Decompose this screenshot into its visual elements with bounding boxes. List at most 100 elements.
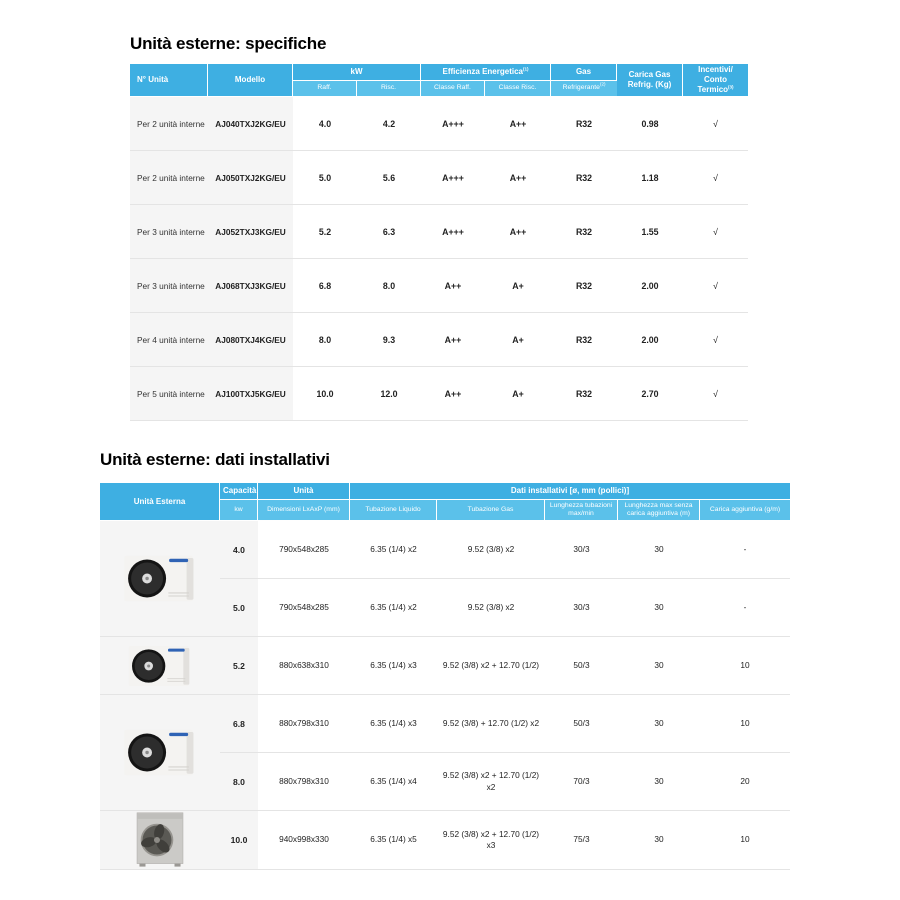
cell-carica-aggiuntiva: 10	[700, 695, 791, 753]
cell-lunghezza: 75/3	[545, 811, 618, 870]
cell-lunghezza: 30/3	[545, 579, 618, 637]
cell-unit: Per 5 unità interne	[130, 367, 208, 421]
cell-lunghezza: 50/3	[545, 695, 618, 753]
cell-tubazione-gas: 9.52 (3/8) x2	[437, 579, 545, 637]
col-header-refrigerante: Refrigerante(2)	[551, 81, 618, 97]
cell-classe-risc: A+	[485, 313, 552, 367]
cell-gas: R32	[551, 205, 618, 259]
col-header-lunghezza-max: Lunghezza max senza carica aggiuntiva (m…	[618, 500, 700, 521]
cell-tubazione-liquido: 6.35 (1/4) x4	[350, 753, 437, 811]
col-header-tubazione-liquido: Tubazione Liquido	[350, 500, 437, 521]
table-row: Per 2 unità interne AJ040TXJ2KG/EU 4.0 4…	[130, 97, 749, 151]
col-header-capacita: Capacità	[220, 483, 258, 500]
col-header-incentivi: Incentivi/ Conto Termico(3)	[683, 64, 749, 97]
cell-raff: 6.8	[293, 259, 357, 313]
page-title-specifiche: Unità esterne: specifiche	[130, 34, 327, 53]
cell-gas: R32	[551, 313, 618, 367]
outdoor-unit-photo-medium	[100, 637, 220, 695]
cell-dimensions: 880x798x310	[258, 753, 350, 811]
cell-risc: 4.2	[357, 97, 421, 151]
outdoor-unit-image	[136, 812, 184, 867]
cell-carica-aggiuntiva: 20	[700, 753, 791, 811]
cell-lunghezza: 30/3	[545, 521, 618, 579]
cell-tubazione-liquido: 6.35 (1/4) x2	[350, 579, 437, 637]
col-header-modello: Modello	[208, 64, 293, 97]
cell-raff: 8.0	[293, 313, 357, 367]
install-table: Unità Esterna Capacità Unità Dati instal…	[100, 483, 791, 870]
table-row: 8.0 880x798x310 6.35 (1/4) x4 9.52 (3/8)…	[100, 753, 791, 811]
outdoor-unit-image	[124, 555, 194, 602]
incentivi-line2: Conto Termico(3)	[686, 75, 745, 95]
cell-carica-aggiuntiva: -	[700, 579, 791, 637]
cell-risc: 5.6	[357, 151, 421, 205]
cell-classe-raff: A++	[421, 367, 485, 421]
cell-lunghezza-max: 30	[618, 753, 700, 811]
cell-classe-raff: A+++	[421, 151, 485, 205]
cell-lunghezza-max: 30	[618, 811, 700, 870]
cell-incentivo-check: √	[683, 97, 749, 151]
col-header-risc: Risc.	[357, 81, 421, 97]
cell-raff: 4.0	[293, 97, 357, 151]
cell-tubazione-gas: 9.52 (3/8) x2	[437, 521, 545, 579]
cell-carica-aggiuntiva: -	[700, 521, 791, 579]
cell-carica-aggiuntiva: 10	[700, 637, 791, 695]
cell-risc: 6.3	[357, 205, 421, 259]
cell-carica: 1.18	[617, 151, 684, 205]
col-header-unita-esterna: Unità Esterna	[100, 483, 220, 521]
cell-lunghezza-max: 30	[618, 637, 700, 695]
outdoor-unit-image	[128, 645, 190, 686]
cell-capacity: 5.0	[220, 579, 258, 637]
table-row: Per 4 unità interne AJ080TXJ4KG/EU 8.0 9…	[130, 313, 749, 367]
cell-carica: 0.98	[617, 97, 684, 151]
col-header-kw: kw	[220, 500, 258, 521]
cell-risc: 12.0	[357, 367, 421, 421]
cell-tubazione-liquido: 6.35 (1/4) x3	[350, 637, 437, 695]
table-row: 4.0 790x548x285 6.35 (1/4) x2 9.52 (3/8)…	[100, 521, 791, 637]
incentivi-line1: Incentivi/	[698, 65, 733, 74]
cell-gas: R32	[551, 97, 618, 151]
cell-risc: 9.3	[357, 313, 421, 367]
cell-capacity: 8.0	[220, 753, 258, 811]
table-row: 6.8 880x798x310 6.35 (1/4) x3 9.52 (3/8)…	[100, 695, 791, 811]
col-header-kw: kW	[293, 64, 421, 81]
cell-dimensions: 790x548x285	[258, 521, 350, 579]
col-header-dimensioni: Dimensioni LxAxP (mm)	[258, 500, 350, 521]
cell-classe-risc: A++	[485, 97, 552, 151]
cell-model: AJ050TXJ2KG/EU	[208, 151, 293, 205]
cell-tubazione-gas: 9.52 (3/8) x2 + 12.70 (1/2) x3	[437, 811, 545, 870]
cell-gas: R32	[551, 259, 618, 313]
cell-incentivo-check: √	[683, 313, 749, 367]
cell-dimensions: 880x638x310	[258, 637, 350, 695]
cell-lunghezza-max: 30	[618, 695, 700, 753]
cell-carica: 2.00	[617, 259, 684, 313]
cell-classe-risc: A++	[485, 151, 552, 205]
cell-lunghezza-max: 30	[618, 521, 700, 579]
table-row: Per 3 unità interne AJ052TXJ3KG/EU 5.2 6…	[130, 205, 749, 259]
col-header-tubazione-gas: Tubazione Gas	[437, 500, 545, 521]
cell-carica: 1.55	[617, 205, 684, 259]
cell-carica-aggiuntiva: 10	[700, 811, 791, 870]
carica-gas-line1: Carica Gas	[628, 70, 671, 79]
table-row: Per 5 unità interne AJ100TXJ5KG/EU 10.0 …	[130, 367, 749, 421]
cell-model: AJ040TXJ2KG/EU	[208, 97, 293, 151]
cell-raff: 5.2	[293, 205, 357, 259]
incentivi-footnote: (3)	[728, 84, 734, 90]
cell-tubazione-gas: 9.52 (3/8) + 12.70 (1/2) x2	[437, 695, 545, 753]
conto-termico-label: Conto Termico	[697, 75, 729, 94]
cell-lunghezza: 70/3	[545, 753, 618, 811]
cell-tubazione-gas: 9.52 (3/8) x2 + 12.70 (1/2)	[437, 637, 545, 695]
outdoor-unit-photo-square	[100, 811, 220, 870]
cell-classe-raff: A++	[421, 259, 485, 313]
cell-classe-raff: A+++	[421, 205, 485, 259]
cell-unit: Per 3 unità interne	[130, 205, 208, 259]
cell-classe-raff: A++	[421, 313, 485, 367]
cell-unit: Per 3 unità interne	[130, 259, 208, 313]
table-row: Per 3 unità interne AJ068TXJ3KG/EU 6.8 8…	[130, 259, 749, 313]
col-header-carica-gas: Carica Gas Refrig. (Kg)	[617, 64, 684, 97]
install-header-row-top: Unità Esterna Capacità Unità Dati instal…	[100, 483, 791, 521]
col-header-raff: Raff.	[293, 81, 357, 97]
cell-tubazione-liquido: 6.35 (1/4) x3	[350, 695, 437, 753]
refrigerante-footnote: (2)	[599, 81, 606, 87]
col-header-unita: Unità	[258, 483, 350, 500]
cell-unit: Per 2 unità interne	[130, 97, 208, 151]
